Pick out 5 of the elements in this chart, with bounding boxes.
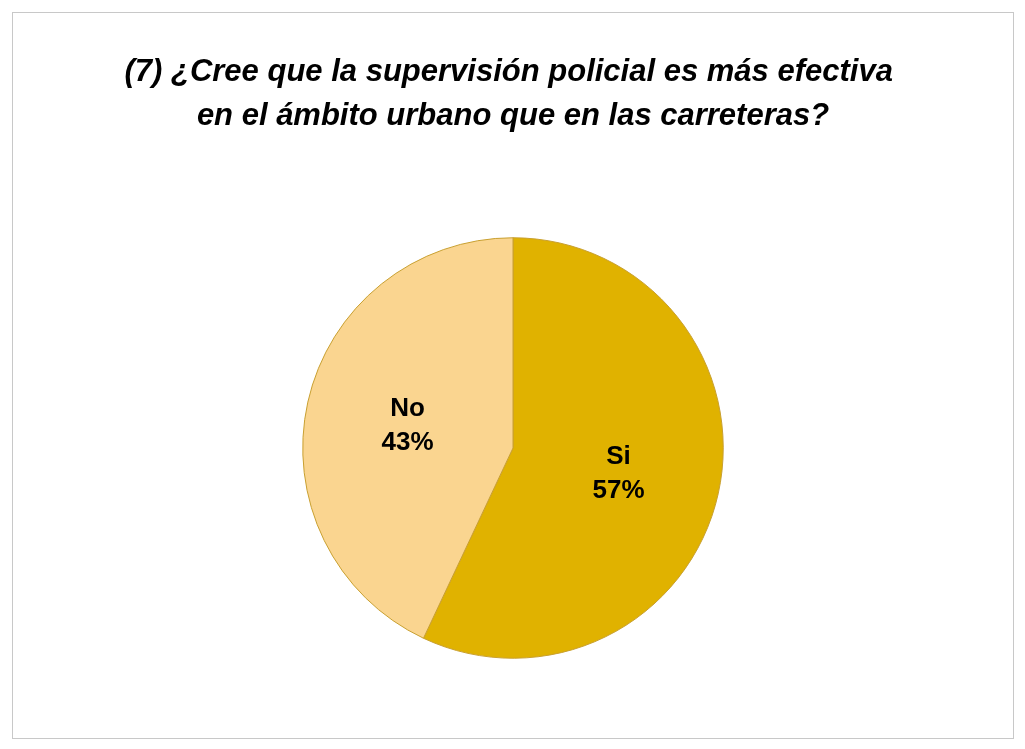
slice-label: No (390, 392, 425, 423)
data-label: 57% (592, 473, 645, 504)
chart-title: (7) ¿Cree que la supervisión policial es más efectiva en el ámbito urbano que en las carreteras? (124, 52, 902, 132)
slice-label: Si (606, 439, 631, 470)
data-label: 43% (381, 426, 434, 457)
